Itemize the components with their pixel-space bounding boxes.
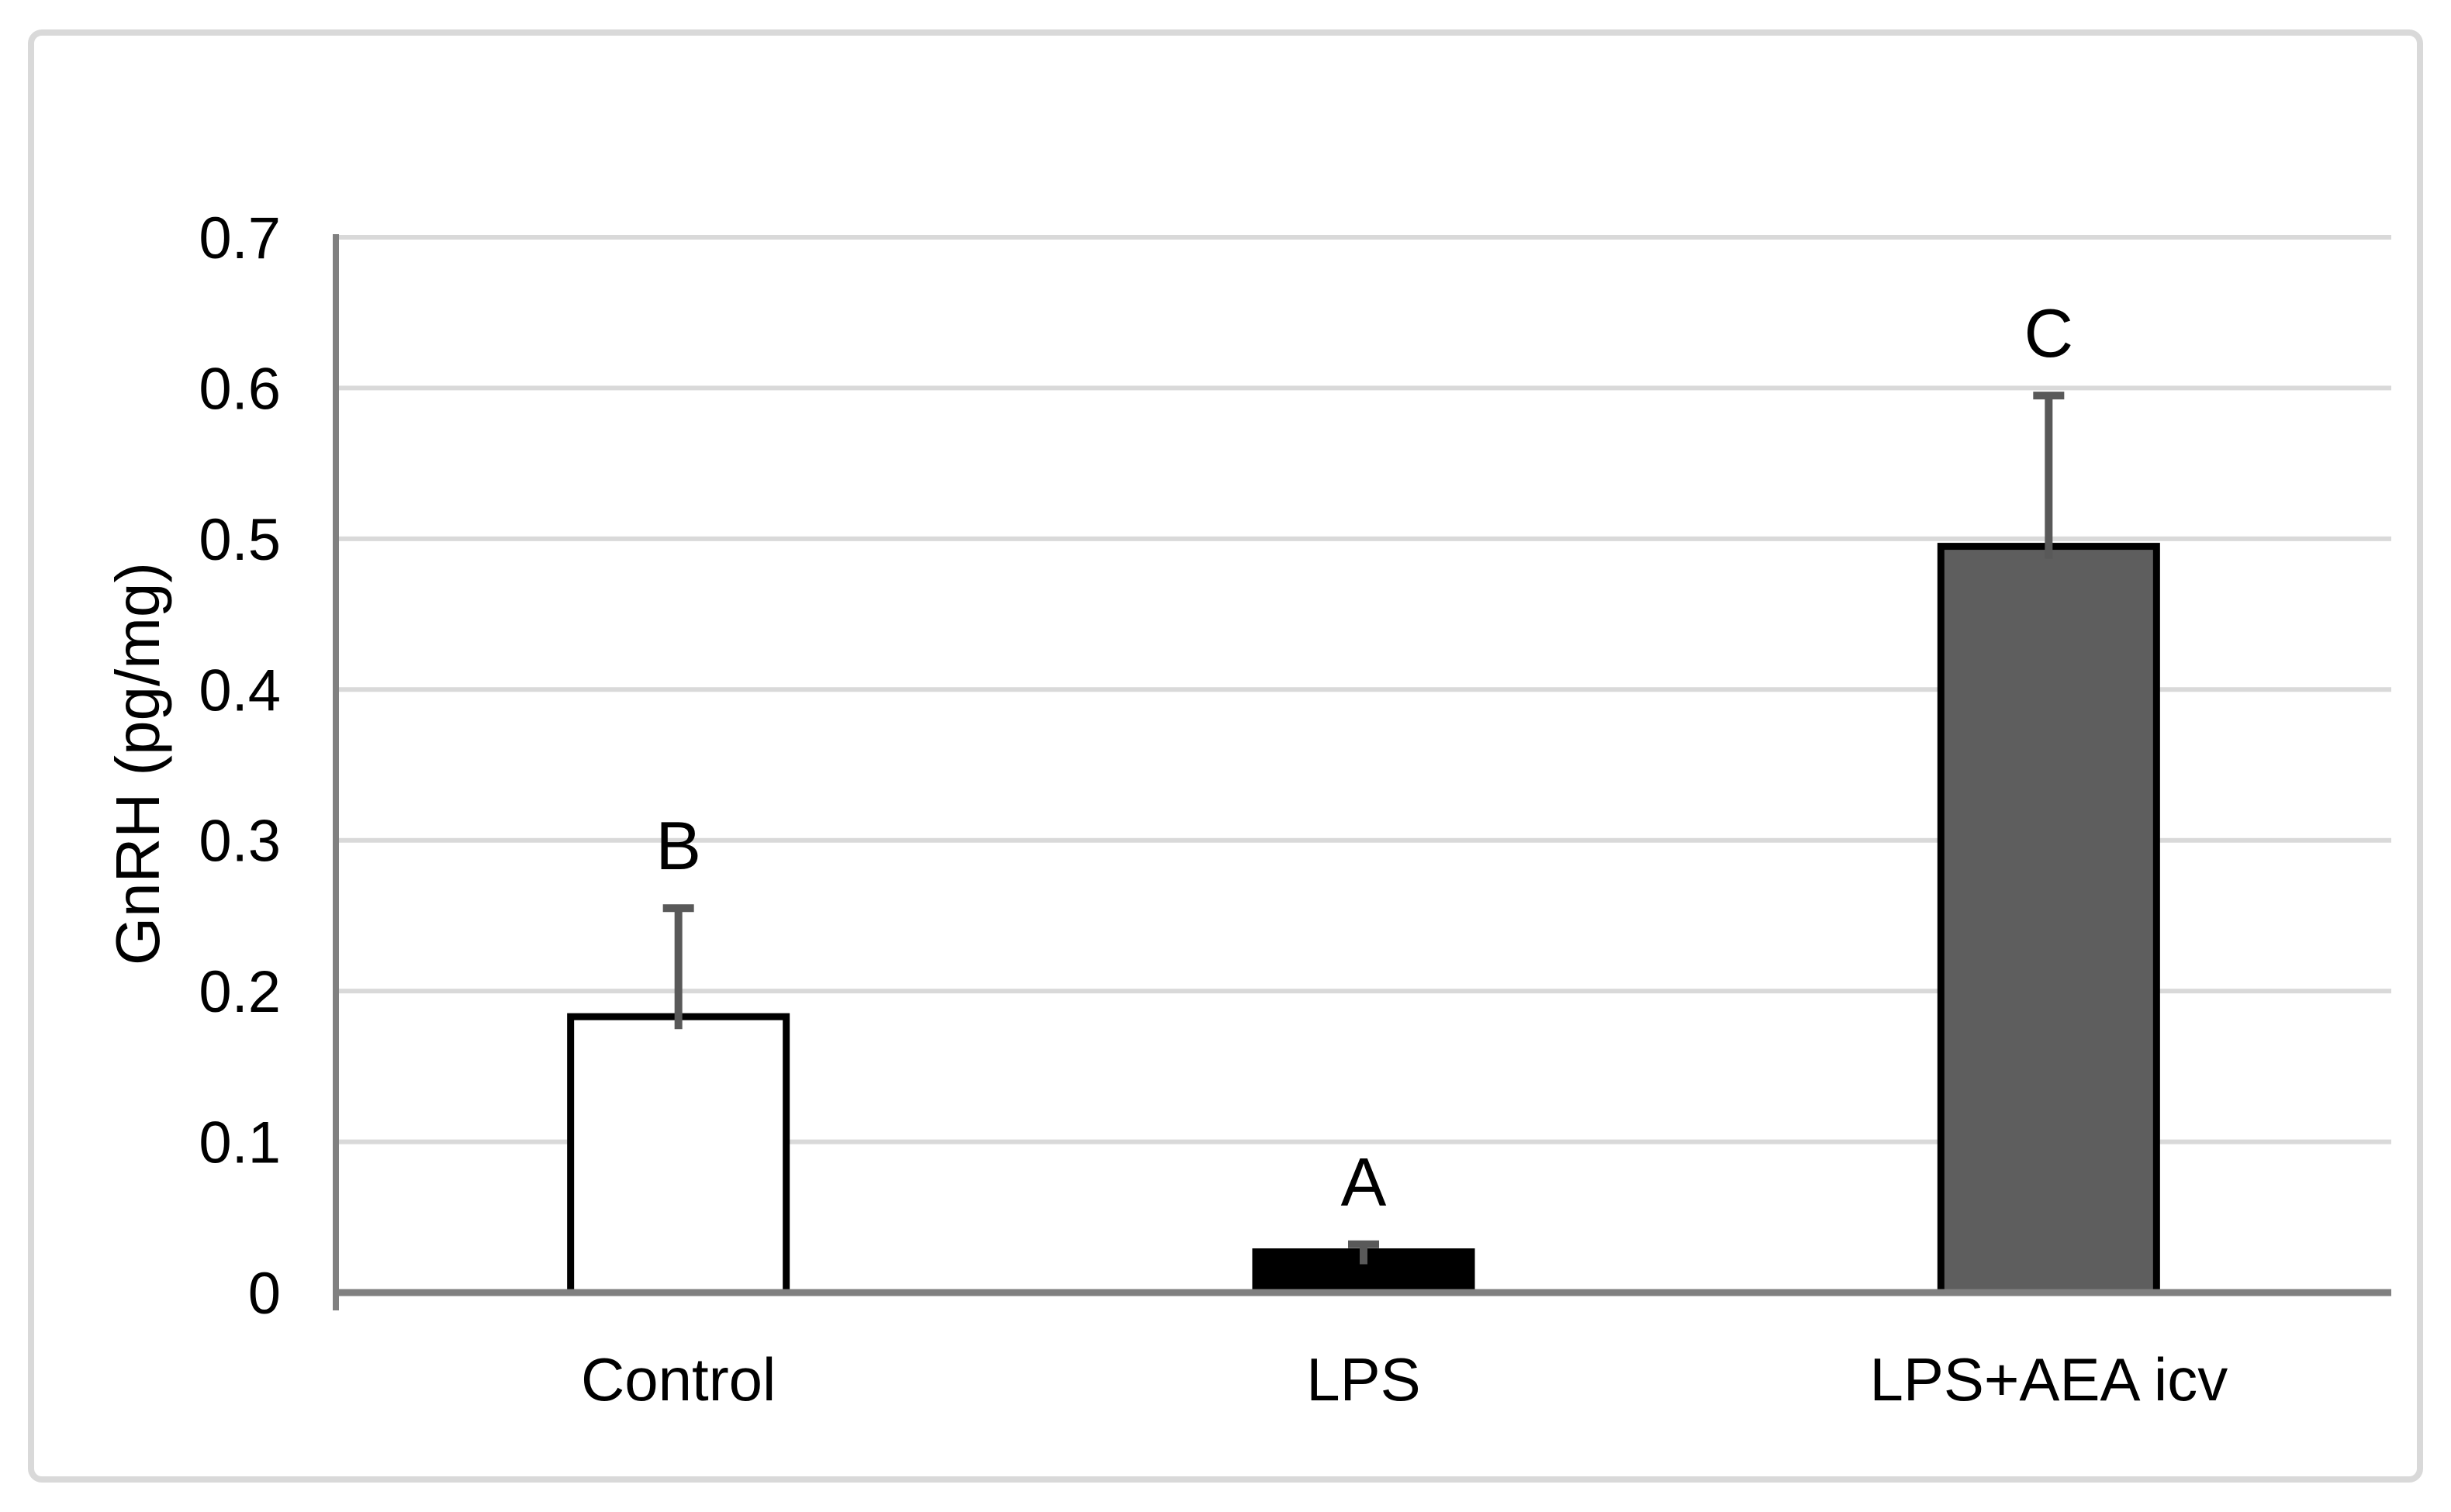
- y-tick-label-0.7: 0.7: [199, 205, 281, 271]
- y-tick-label-0.2: 0.2: [199, 959, 281, 1025]
- figure-border: [28, 29, 2423, 1483]
- category-labels: Control LPS LPS+AEA icv: [581, 1345, 2228, 1414]
- category-label-lps: LPS: [1306, 1345, 1420, 1414]
- error-bars: [662, 392, 2065, 1265]
- y-tick-label-0.4: 0.4: [199, 658, 281, 723]
- bar-lps-aea-icv: [1937, 543, 2160, 1296]
- y-tick-label-0: 0: [248, 1261, 281, 1327]
- significance-letters: B A C: [655, 295, 2073, 1220]
- y-axis-title: GnRH (pg/mg): [103, 562, 172, 965]
- category-label-control: Control: [581, 1345, 776, 1414]
- y-tick-label-0.1: 0.1: [199, 1110, 281, 1176]
- significance-letter-b: B: [655, 807, 701, 884]
- category-label-lps-aea-icv: LPS+AEA icv: [1869, 1345, 2228, 1414]
- y-tick-label-0.6: 0.6: [199, 356, 281, 422]
- y-tick-label-0.3: 0.3: [199, 809, 281, 875]
- y-axis-tick-labels: 0 0.1 0.2 0.3 0.4 0.5 0.6 0.7: [199, 205, 281, 1327]
- significance-letter-a: A: [1341, 1144, 1387, 1220]
- bar-control: [567, 1013, 790, 1296]
- y-axis-title-group: GnRH (pg/mg): [103, 562, 172, 965]
- y-tick-label-0.5: 0.5: [199, 507, 281, 573]
- significance-letter-c: C: [2024, 295, 2074, 371]
